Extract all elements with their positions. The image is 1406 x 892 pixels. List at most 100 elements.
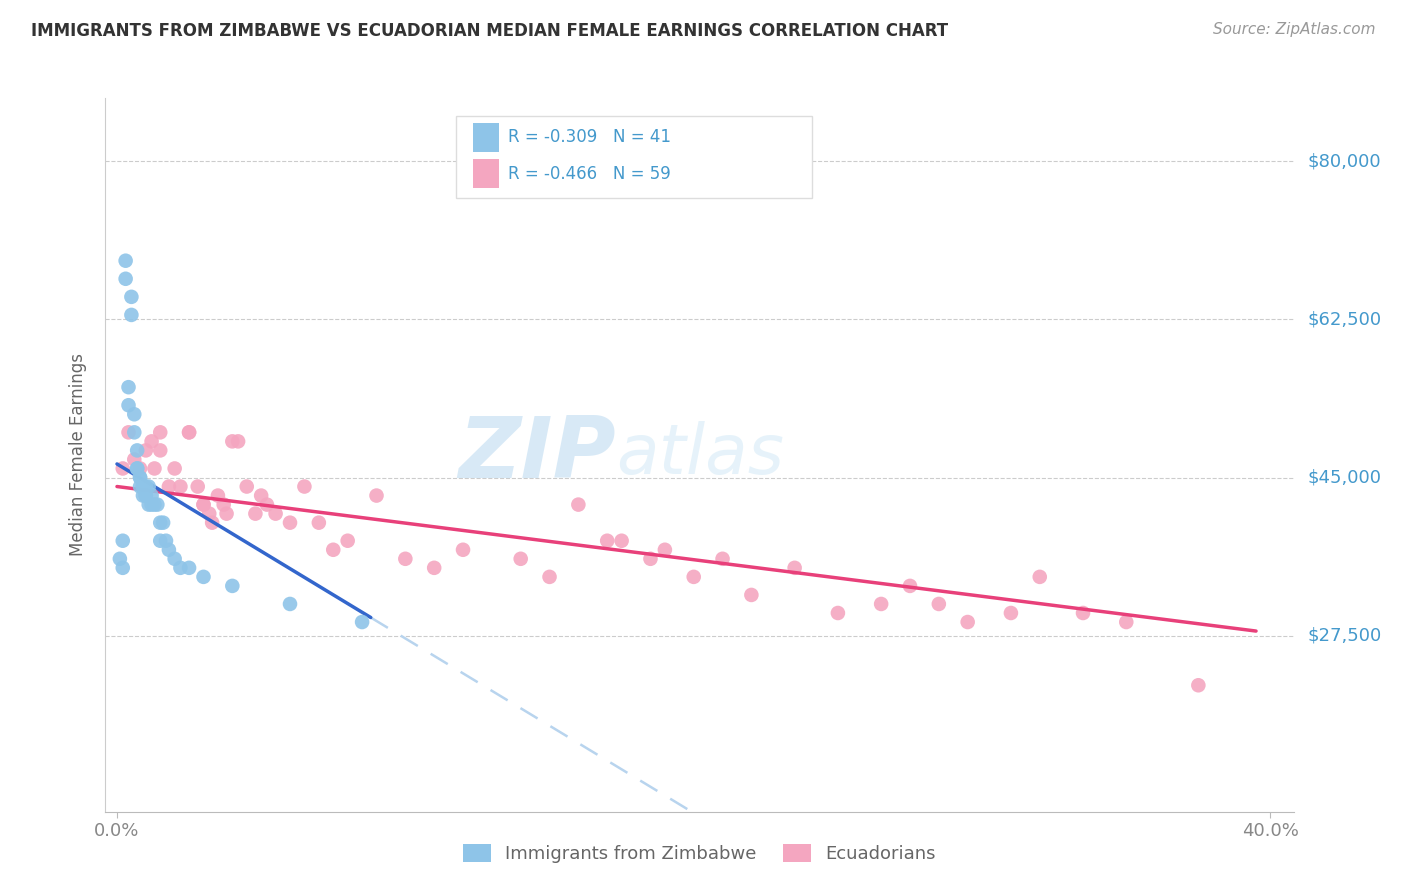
Point xyxy=(157,479,180,493)
Point xyxy=(740,588,762,602)
Text: $27,500: $27,500 xyxy=(1308,626,1382,645)
Point xyxy=(366,489,388,503)
Point xyxy=(567,498,589,512)
Point xyxy=(146,498,169,512)
Point xyxy=(124,425,146,440)
Point xyxy=(143,498,166,512)
Point xyxy=(264,507,287,521)
Point xyxy=(212,498,235,512)
Point xyxy=(1000,606,1022,620)
Point xyxy=(141,434,163,449)
Bar xyxy=(472,160,499,188)
Text: $45,000: $45,000 xyxy=(1308,468,1382,486)
Point xyxy=(193,570,215,584)
Point xyxy=(235,479,257,493)
Point xyxy=(132,489,155,503)
Point xyxy=(124,407,146,421)
Point xyxy=(827,606,849,620)
Point xyxy=(451,542,474,557)
Point xyxy=(177,425,200,440)
Point xyxy=(111,533,134,548)
Point xyxy=(129,470,152,484)
Point xyxy=(221,579,243,593)
Bar xyxy=(472,123,499,152)
Point xyxy=(149,516,172,530)
Point xyxy=(423,561,446,575)
Point xyxy=(870,597,893,611)
Point xyxy=(143,461,166,475)
Point xyxy=(198,507,221,521)
Point xyxy=(108,551,131,566)
Point xyxy=(538,570,561,584)
Point xyxy=(610,533,633,548)
Point xyxy=(245,507,267,521)
Point xyxy=(654,542,676,557)
Point xyxy=(138,498,160,512)
Point xyxy=(1071,606,1094,620)
Text: $80,000: $80,000 xyxy=(1308,153,1382,170)
Point xyxy=(114,272,136,286)
Point xyxy=(215,507,238,521)
Point xyxy=(120,308,142,322)
Point xyxy=(117,380,139,394)
Point xyxy=(1187,678,1209,692)
Point xyxy=(163,461,186,475)
Point xyxy=(135,489,157,503)
Point xyxy=(1115,615,1137,629)
Text: $62,500: $62,500 xyxy=(1308,310,1382,328)
Point xyxy=(278,597,301,611)
Point xyxy=(336,533,359,548)
Point xyxy=(163,551,186,566)
Text: IMMIGRANTS FROM ZIMBABWE VS ECUADORIAN MEDIAN FEMALE EARNINGS CORRELATION CHART: IMMIGRANTS FROM ZIMBABWE VS ECUADORIAN M… xyxy=(31,22,948,40)
Text: R = -0.309   N = 41: R = -0.309 N = 41 xyxy=(508,128,671,146)
Point xyxy=(124,452,146,467)
Point xyxy=(250,489,273,503)
Point xyxy=(127,461,149,475)
Point xyxy=(322,542,344,557)
Point xyxy=(256,498,278,512)
Point xyxy=(682,570,704,584)
Point xyxy=(596,533,619,548)
Point xyxy=(127,443,149,458)
Point xyxy=(783,561,806,575)
Point xyxy=(294,479,316,493)
Point xyxy=(149,425,172,440)
Point xyxy=(155,533,177,548)
Point xyxy=(898,579,921,593)
Text: ZIP: ZIP xyxy=(458,413,616,497)
Point xyxy=(193,498,215,512)
Point xyxy=(278,516,301,530)
Y-axis label: Median Female Earnings: Median Female Earnings xyxy=(69,353,87,557)
Point xyxy=(207,489,229,503)
Point xyxy=(127,461,149,475)
Point xyxy=(111,461,134,475)
Point xyxy=(169,479,191,493)
Point xyxy=(711,551,734,566)
Point xyxy=(135,443,157,458)
Point xyxy=(152,516,174,530)
Point xyxy=(141,489,163,503)
Point xyxy=(201,516,224,530)
Point xyxy=(117,398,139,412)
Legend: Immigrants from Zimbabwe, Ecuadorians: Immigrants from Zimbabwe, Ecuadorians xyxy=(457,837,942,871)
Point xyxy=(193,498,215,512)
Point xyxy=(138,479,160,493)
Point xyxy=(308,516,330,530)
Point xyxy=(640,551,662,566)
Point xyxy=(169,561,191,575)
Point xyxy=(509,551,531,566)
Point xyxy=(117,425,139,440)
Point xyxy=(132,479,155,493)
Text: R = -0.466   N = 59: R = -0.466 N = 59 xyxy=(508,165,671,183)
Point xyxy=(352,615,374,629)
Point xyxy=(141,498,163,512)
Point xyxy=(149,443,172,458)
Point xyxy=(149,533,172,548)
Text: atlas: atlas xyxy=(616,421,785,489)
Point xyxy=(111,561,134,575)
Point xyxy=(129,479,152,493)
Point xyxy=(221,434,243,449)
Point xyxy=(1029,570,1052,584)
Point xyxy=(928,597,950,611)
Point xyxy=(187,479,209,493)
